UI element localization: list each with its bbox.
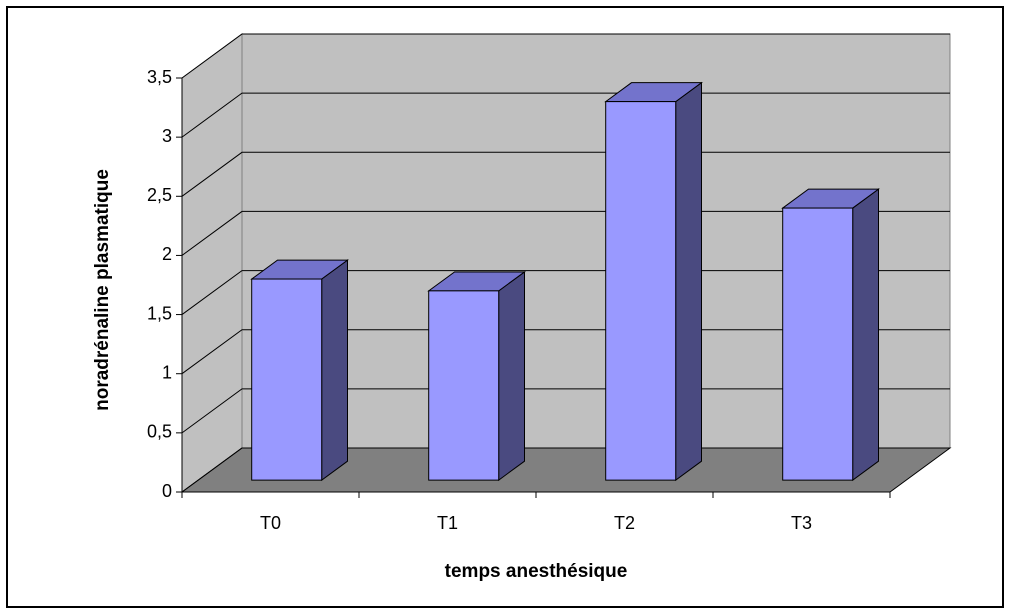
y-tick-label: 2,5 bbox=[147, 185, 172, 205]
y-tick-label: 3 bbox=[162, 126, 172, 146]
grid-line bbox=[181, 151, 950, 197]
grid-line bbox=[181, 210, 950, 256]
grid-line bbox=[181, 270, 950, 315]
y-axis-title: noradrénaline plasmatique bbox=[92, 169, 113, 411]
bar-side bbox=[675, 81, 702, 482]
bar-side bbox=[498, 270, 525, 482]
y-tick-label: 0,5 bbox=[147, 422, 172, 442]
x-axis-title: temps anesthésique bbox=[445, 561, 628, 582]
bar bbox=[251, 278, 323, 481]
side-wall bbox=[181, 33, 243, 493]
y-tick-label: 1 bbox=[162, 362, 172, 382]
grid-line bbox=[181, 92, 950, 138]
grid-line bbox=[181, 329, 950, 375]
bar-side bbox=[321, 259, 348, 482]
x-tick-label: T0 bbox=[260, 513, 281, 533]
bar-side bbox=[852, 188, 879, 482]
bar bbox=[782, 207, 854, 481]
grid-line bbox=[181, 447, 950, 493]
y-tick-label: 0 bbox=[162, 481, 172, 501]
x-tick-label: T1 bbox=[437, 513, 458, 533]
y-tick-label: 2 bbox=[162, 244, 172, 264]
y-tick-label: 1,5 bbox=[147, 303, 172, 323]
bar bbox=[605, 101, 677, 481]
x-tick-label: T3 bbox=[791, 513, 812, 533]
y-tick-label: 3,5 bbox=[147, 67, 172, 87]
bar bbox=[428, 290, 500, 481]
grid-line bbox=[181, 33, 950, 79]
grid-line bbox=[181, 388, 950, 434]
x-tick-label: T2 bbox=[614, 513, 635, 533]
